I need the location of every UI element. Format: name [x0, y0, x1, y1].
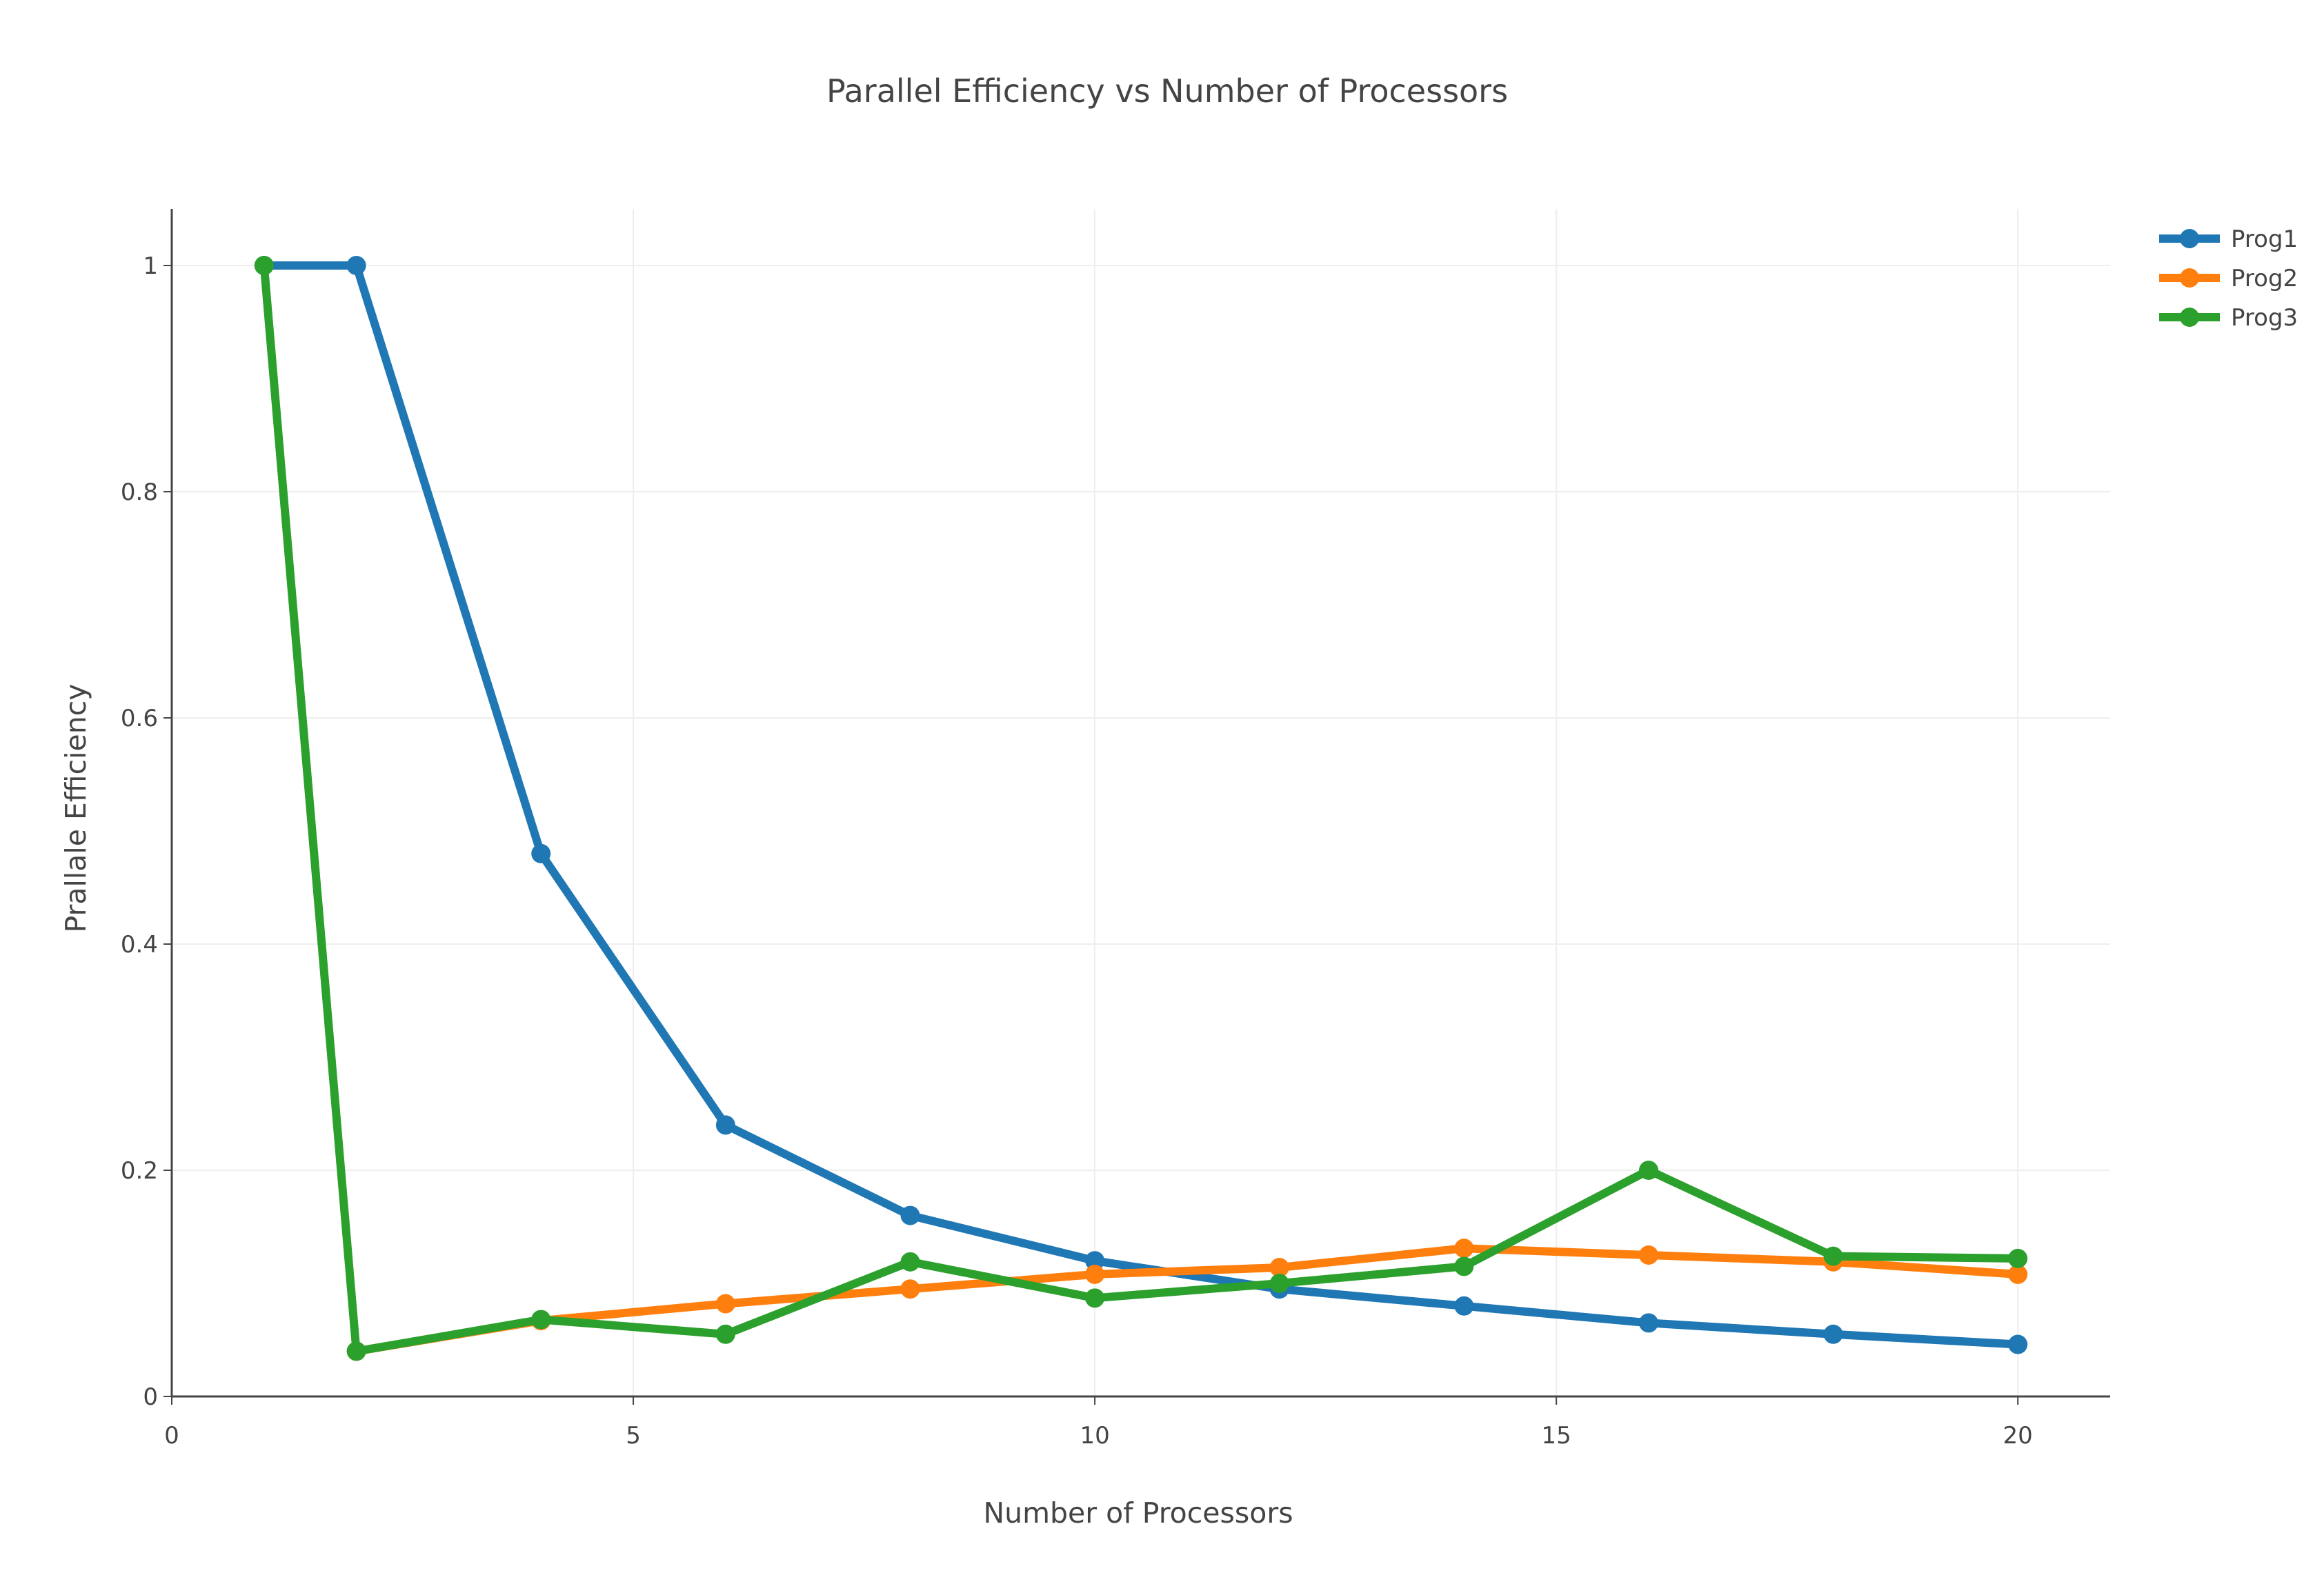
- data-point[interactable]: [1823, 1324, 1843, 1344]
- legend-item-prog1[interactable]: Prog1: [2159, 226, 2298, 253]
- series-line-prog2[interactable]: [352, 1244, 2023, 1356]
- x-tick-label: 20: [2003, 1422, 2033, 1450]
- data-point[interactable]: [1454, 1296, 1474, 1316]
- data-point[interactable]: [1085, 1251, 1105, 1271]
- y-tick-label: 0.2: [121, 1157, 158, 1185]
- data-point[interactable]: [1085, 1288, 1105, 1308]
- y-tick-label: 0: [143, 1383, 158, 1411]
- x-tick-label: 0: [164, 1422, 179, 1450]
- data-point[interactable]: [1085, 1264, 1105, 1284]
- data-series: [254, 256, 2028, 1361]
- data-point[interactable]: [715, 1324, 735, 1344]
- legend-label: Prog1: [2231, 226, 2298, 253]
- legend-marker-swatch: [2180, 308, 2199, 327]
- y-tick-label: 0.4: [121, 931, 158, 959]
- data-point[interactable]: [900, 1279, 920, 1299]
- legend-label: Prog3: [2231, 304, 2298, 332]
- legend-label: Prog2: [2231, 265, 2298, 292]
- data-point[interactable]: [1638, 1161, 1658, 1180]
- data-point[interactable]: [2008, 1248, 2028, 1268]
- legend-marker-swatch: [2180, 268, 2199, 288]
- data-point[interactable]: [1823, 1246, 1843, 1266]
- data-point[interactable]: [2008, 1334, 2028, 1354]
- y-axis-title: Prallale Efficiency: [59, 683, 92, 932]
- legend[interactable]: Prog1 Prog2 Prog3: [2159, 226, 2298, 332]
- data-point[interactable]: [531, 843, 551, 863]
- data-point[interactable]: [1638, 1313, 1658, 1333]
- data-point[interactable]: [346, 256, 366, 275]
- data-point[interactable]: [1454, 1239, 1474, 1259]
- data-point[interactable]: [254, 256, 274, 275]
- y-tick-label: 1: [143, 252, 158, 280]
- y-tick-label: 0.8: [121, 479, 158, 506]
- legend-marker-swatch: [2180, 229, 2199, 248]
- data-point[interactable]: [346, 1341, 366, 1361]
- data-point[interactable]: [715, 1294, 735, 1314]
- data-point[interactable]: [2008, 1264, 2028, 1284]
- chart-title: Parallel Efficiency vs Number of Process…: [826, 72, 1508, 110]
- series-prog3[interactable]: [254, 256, 2028, 1361]
- data-point[interactable]: [1269, 1274, 1289, 1293]
- data-point[interactable]: [531, 1310, 551, 1330]
- data-point[interactable]: [1269, 1258, 1289, 1278]
- x-axis-title: Number of Processors: [983, 1496, 1293, 1530]
- data-point[interactable]: [900, 1252, 920, 1272]
- x-tick-label: 15: [1542, 1422, 1571, 1450]
- data-point[interactable]: [715, 1115, 735, 1135]
- legend-item-prog2[interactable]: Prog2: [2159, 265, 2298, 292]
- legend-item-prog3[interactable]: Prog3: [2159, 304, 2298, 332]
- axes: 0 5 10 15 20 0 0.2 0.4 0.6 0.8 1: [121, 209, 2110, 1450]
- y-tick-label: 0.6: [121, 705, 158, 732]
- data-point[interactable]: [900, 1205, 920, 1225]
- data-point[interactable]: [1638, 1245, 1658, 1265]
- x-tick-label: 10: [1080, 1422, 1109, 1450]
- x-tick-label: 5: [626, 1422, 641, 1450]
- data-point[interactable]: [1454, 1256, 1474, 1276]
